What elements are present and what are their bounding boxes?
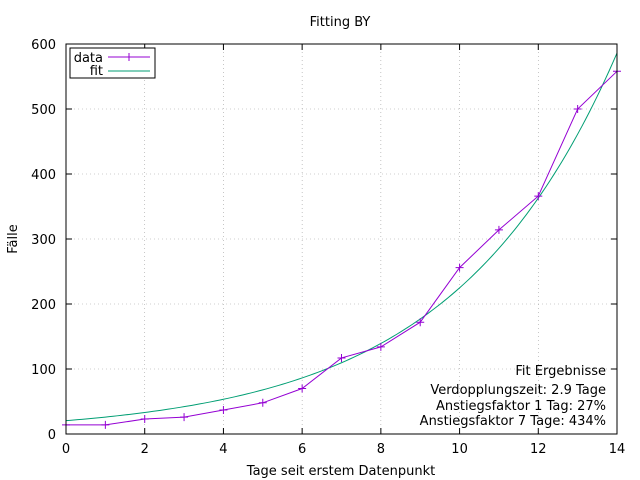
- data-point: [337, 353, 346, 362]
- fit-growth-1-day: Anstiegsfaktor 1 Tag: 27%: [436, 399, 606, 414]
- y-tick-label: 400: [31, 168, 56, 183]
- legend-box: [69, 47, 156, 79]
- data-point: [140, 415, 149, 424]
- x-axis-label: Tage seit erstem Datenpunkt: [246, 464, 435, 479]
- data-point: [298, 384, 307, 393]
- x-tick-label: 6: [298, 442, 306, 457]
- legend-marker-data: [125, 53, 133, 61]
- data-point: [219, 405, 228, 414]
- data-point: [494, 225, 503, 234]
- legend-label-fit: fit: [90, 64, 103, 79]
- data-point: [180, 413, 189, 422]
- y-axis-label: Fälle: [6, 224, 21, 253]
- data-point: [376, 342, 385, 351]
- fit-results-title: Fit Ergebnisse: [515, 364, 606, 379]
- x-tick-label: 14: [609, 442, 626, 457]
- fit-growth-7-days: Anstiegsfaktor 7 Tage: 434%: [420, 414, 606, 429]
- legend-label-data: data: [74, 51, 103, 66]
- y-tick-label: 100: [31, 363, 56, 378]
- y-tick-label: 0: [48, 428, 56, 443]
- data-point: [258, 398, 267, 407]
- fit-curve: [65, 52, 618, 422]
- data-point: [416, 318, 425, 327]
- fit-doubling-time: Verdopplungszeit: 2.9 Tage: [430, 383, 606, 398]
- series-layer: [62, 52, 621, 429]
- data-point: [573, 105, 582, 113]
- x-tick-label: 4: [219, 442, 227, 457]
- x-tick-label: 2: [141, 442, 149, 457]
- axis-ticks: 0 2 4 6 8 10 12 14 0 100 200 300 400 500 600: [31, 38, 625, 457]
- y-tick-label: 200: [31, 298, 56, 313]
- x-tick-label: 0: [62, 442, 70, 457]
- data-point: [455, 263, 464, 272]
- x-tick-label: 10: [451, 442, 468, 457]
- y-tick-label: 500: [31, 103, 56, 118]
- grid: [66, 44, 617, 434]
- legend: data fit: [69, 47, 156, 79]
- chart-title: Fitting BY: [310, 15, 371, 30]
- y-tick-label: 300: [31, 233, 56, 248]
- fit-results: Fit Ergebnisse Verdopplungszeit: 2.9 Tag…: [420, 364, 606, 429]
- y-tick-label: 600: [31, 38, 56, 53]
- data-point: [534, 192, 543, 201]
- data-point: [101, 420, 110, 429]
- x-tick-label: 8: [377, 442, 385, 457]
- x-tick-label: 12: [530, 442, 547, 457]
